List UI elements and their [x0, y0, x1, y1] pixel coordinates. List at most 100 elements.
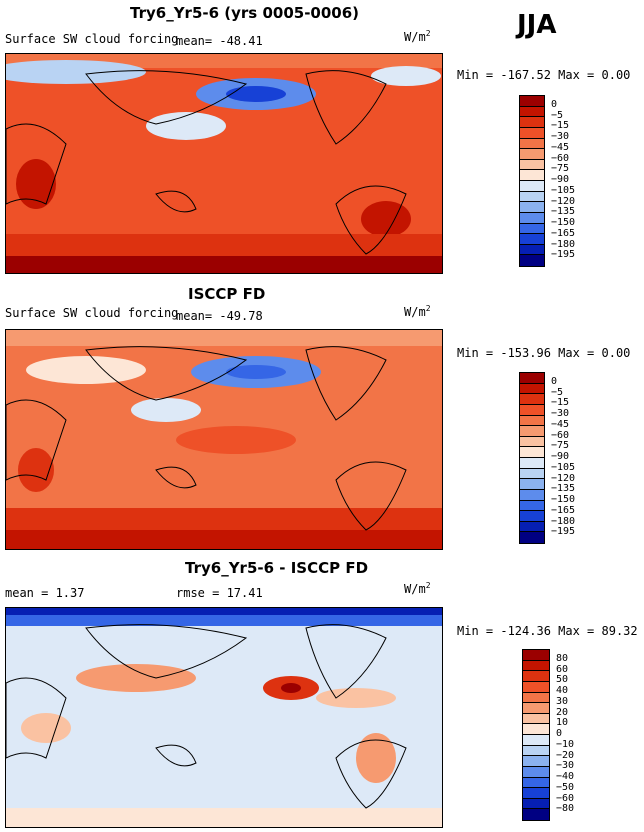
panel3-samerica-positive	[356, 733, 396, 783]
colorbar-cell	[520, 479, 544, 490]
colorbar-tick-label: 0	[551, 375, 558, 387]
colorbar-tick-label: −10	[556, 738, 575, 750]
panel2-arctic-band	[6, 330, 442, 346]
colorbar-tick-label: −15	[551, 397, 570, 409]
colorbar-cell	[520, 159, 544, 171]
colorbar-tick-label: −15	[551, 120, 570, 132]
panel3-asia-positive	[76, 664, 196, 692]
colorbar-tick-label: −165	[551, 504, 576, 516]
colorbar-tick-label: −195	[551, 526, 576, 538]
colorbar-cell	[523, 798, 549, 810]
panel3-southern-band	[6, 783, 442, 808]
panel2-coast-australia	[155, 466, 197, 489]
panel3-coast-africa	[6, 677, 67, 759]
colorbar-tick-label: −60	[551, 152, 570, 164]
colorbar-tick-label: −180	[551, 515, 576, 527]
colorbar-tick-label: −5	[551, 109, 564, 121]
colorbar-tick-label: −150	[551, 494, 576, 505]
colorbar-cell	[520, 521, 544, 533]
colorbar-tick-label: −45	[551, 141, 570, 153]
panel3-units: W/m2	[404, 581, 431, 596]
panel2-minmax: Min = -153.96 Max = 0.00	[457, 346, 631, 360]
panel1-antarctic-band	[6, 256, 442, 273]
colorbar-tick-label: −90	[551, 451, 570, 462]
panel1-wpac-low	[146, 112, 226, 140]
panel2-southern-band	[6, 508, 442, 530]
colorbar-tick-label: −195	[551, 249, 576, 261]
panel3-antarctic-band	[6, 808, 442, 827]
colorbar-cell	[523, 777, 549, 789]
panel3-colorbar	[522, 649, 550, 821]
panel2-coast-namerica	[305, 346, 387, 421]
colorbar-tick-label: −150	[551, 217, 576, 228]
panel1-variable: Surface SW cloud forcing	[5, 32, 179, 46]
colorbar-cell	[523, 681, 549, 693]
colorbar-tick-label: −180	[551, 238, 576, 250]
colorbar-cell	[520, 373, 544, 384]
panel2-coast-samerica	[335, 461, 407, 531]
panel3-pacific-peak	[281, 683, 301, 693]
panel1-map-svg	[6, 54, 442, 273]
colorbar-tick-label: 10	[556, 717, 569, 729]
panel3-map	[5, 607, 443, 828]
panel3-epac-positive	[316, 688, 396, 708]
colorbar-cell	[520, 138, 544, 150]
colorbar-cell	[523, 692, 549, 704]
panel2-wpac-low	[131, 398, 201, 422]
panel2-map	[5, 329, 443, 550]
panel3-coast-samerica	[335, 739, 407, 809]
colorbar-tick-label: −120	[551, 195, 576, 207]
colorbar-cell	[523, 766, 549, 778]
colorbar-cell	[523, 735, 549, 746]
panel1-units-exp: 2	[425, 29, 431, 38]
panel2-units-base: W/m	[404, 305, 426, 319]
panel3-arctic-core	[6, 608, 442, 615]
panel2-coast-africa	[6, 399, 67, 481]
colorbar-cell	[520, 458, 544, 469]
panel3-coast-namerica	[305, 624, 387, 699]
colorbar-tick-label: −90	[551, 174, 570, 185]
colorbar-tick-label: −135	[551, 483, 576, 495]
colorbar-cell	[520, 212, 544, 224]
panel1-southern-band	[6, 234, 442, 256]
panel1-africa-high	[16, 159, 56, 209]
panel3-coast-asia	[85, 624, 248, 679]
colorbar-tick-label: 0	[556, 728, 563, 739]
panel2-mean: mean= -49.78	[176, 309, 263, 323]
panel3-map-svg	[6, 608, 442, 827]
colorbar-tick-label: −135	[551, 206, 576, 218]
panel1-title: Try6_Yr5-6 (yrs 0005-0006)	[130, 4, 360, 22]
colorbar-tick-label: −40	[556, 771, 575, 782]
panel1-atlantic-north-low	[371, 66, 441, 86]
panel2-tropical-high	[176, 426, 296, 454]
panel1-north-pacific-inner	[226, 86, 286, 102]
panel3-mean: mean = 1.37	[5, 586, 85, 600]
panel2-map-svg	[6, 330, 442, 549]
colorbar-cell	[520, 394, 544, 405]
colorbar-tick-label: 80	[556, 652, 569, 664]
colorbar-tick-label: −105	[551, 461, 576, 473]
panel2-africa-high	[18, 448, 54, 492]
colorbar-tick-label: −75	[551, 440, 570, 452]
panel2-units-exp: 2	[425, 304, 431, 313]
colorbar-cell	[520, 404, 544, 416]
colorbar-tick-label: −120	[551, 472, 576, 484]
panel1-coast-namerica	[305, 70, 387, 145]
panel2-north-pacific-inner	[226, 365, 286, 379]
colorbar-cell	[523, 756, 549, 767]
colorbar-tick-label: −165	[551, 227, 576, 239]
panel1-minmax: Min = -167.52 Max = 0.00	[457, 68, 631, 82]
panel3-coast-australia	[155, 744, 197, 767]
panel3-title: Try6_Yr5-6 - ISCCP FD	[185, 559, 369, 577]
panel3-units-base: W/m	[404, 582, 426, 596]
colorbar-cell	[520, 447, 544, 458]
panel2-coast-asia	[85, 346, 248, 401]
colorbar-cell	[520, 511, 544, 522]
colorbar-cell	[520, 468, 544, 480]
colorbar-tick-label: −105	[551, 184, 576, 196]
colorbar-cell	[520, 383, 544, 395]
panel2-eurasia-low	[26, 356, 146, 384]
panel2-units: W/m2	[404, 304, 431, 319]
panel2-title: ISCCP FD	[188, 285, 266, 303]
colorbar-cell	[520, 96, 544, 107]
